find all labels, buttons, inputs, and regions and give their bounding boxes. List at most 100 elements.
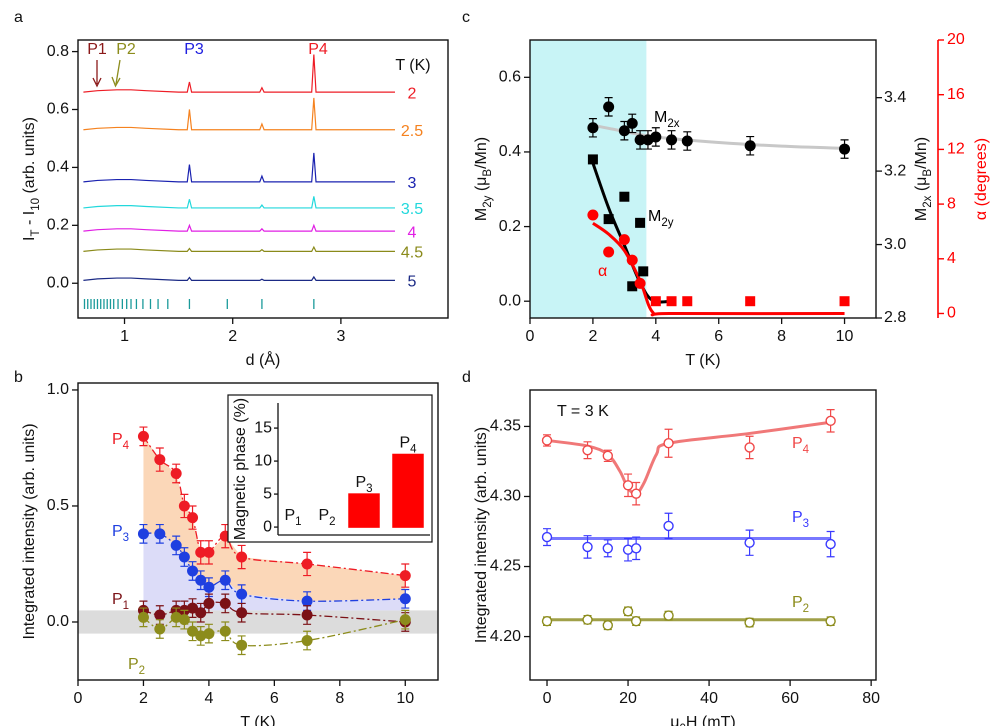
label-part: I bbox=[21, 237, 38, 241]
label-part: Integrated intensity (arb. units) bbox=[21, 423, 38, 639]
label-part: /Mn) bbox=[473, 137, 490, 169]
series-line bbox=[143, 601, 406, 623]
annotation: P2 bbox=[116, 41, 136, 58]
marker bbox=[650, 296, 661, 307]
marker bbox=[663, 520, 674, 532]
label-part: d (Å) bbox=[246, 350, 281, 369]
marker bbox=[187, 512, 199, 524]
panel-label: c bbox=[462, 9, 470, 26]
x-tick-label: 80 bbox=[862, 690, 880, 707]
x-tick-label: 20 bbox=[619, 690, 637, 707]
marker bbox=[603, 246, 615, 258]
y-tick-label: 0.0 bbox=[499, 292, 521, 309]
marker bbox=[399, 570, 411, 582]
plot-frame bbox=[77, 39, 449, 319]
marker bbox=[541, 435, 553, 446]
marker bbox=[203, 581, 215, 593]
y-axis-label: Integrated intensity (arb. units) bbox=[21, 423, 38, 639]
y-tick-label: 15 bbox=[254, 419, 272, 436]
marker bbox=[627, 281, 638, 292]
marker bbox=[187, 565, 199, 577]
marker bbox=[587, 122, 599, 134]
marker bbox=[154, 454, 166, 466]
marker bbox=[137, 528, 149, 540]
label-part: T (K) bbox=[685, 352, 720, 369]
annotation: P1 bbox=[87, 41, 107, 58]
y-tick-label: 4.25 bbox=[490, 558, 521, 575]
marker bbox=[170, 467, 182, 479]
spectrum bbox=[83, 223, 395, 232]
x-tick-label: 40 bbox=[700, 690, 718, 707]
y2-tick-label: 3.0 bbox=[884, 236, 906, 253]
y-tick-label: 4.20 bbox=[490, 628, 521, 645]
marker bbox=[301, 635, 313, 647]
marker bbox=[603, 101, 615, 113]
y-tick-label: 0.6 bbox=[499, 69, 521, 86]
marker bbox=[219, 574, 231, 586]
marker bbox=[825, 538, 836, 550]
y-tick-label: 10 bbox=[254, 452, 272, 469]
marker bbox=[154, 623, 166, 635]
y3-tick-label: 0 bbox=[947, 305, 956, 322]
x-tick-label: 2 bbox=[139, 690, 148, 707]
marker bbox=[602, 620, 613, 631]
marker bbox=[582, 541, 593, 553]
marker bbox=[839, 143, 851, 155]
y-axis-label: M2y (μB/Mn) bbox=[473, 137, 494, 221]
spectrum bbox=[83, 152, 395, 183]
marker bbox=[219, 625, 231, 637]
series-label: P4 bbox=[112, 431, 130, 452]
x-tick-label: 4 bbox=[651, 328, 660, 345]
marker bbox=[619, 191, 630, 202]
x-tick-label: 4 bbox=[204, 690, 213, 707]
y3-tick-label: 8 bbox=[947, 195, 956, 212]
marker bbox=[603, 214, 614, 225]
marker bbox=[666, 134, 678, 146]
marker bbox=[825, 615, 836, 627]
y-tick-label: 0.2 bbox=[47, 217, 69, 234]
y-tick-label: 0.0 bbox=[47, 613, 69, 630]
label-part: Integrated intensity (arb. units) bbox=[473, 427, 490, 643]
bar-label: P2 bbox=[318, 507, 335, 528]
spectrum bbox=[83, 245, 395, 252]
marker bbox=[622, 480, 634, 491]
bar-label: P3 bbox=[355, 474, 372, 495]
marker bbox=[587, 154, 598, 165]
legend-title: T (K) bbox=[395, 57, 430, 74]
arrow bbox=[111, 59, 121, 88]
label-part: M bbox=[913, 208, 930, 221]
marker bbox=[154, 528, 166, 540]
plot-frame bbox=[529, 39, 877, 319]
marker bbox=[630, 615, 642, 627]
label-part: (μ bbox=[913, 177, 930, 196]
y2-axis-label: M2x (μB/Mn) bbox=[913, 137, 934, 221]
series-label: P4 bbox=[792, 435, 810, 456]
marker bbox=[744, 537, 755, 548]
label-part: B bbox=[922, 169, 934, 177]
spectrum bbox=[83, 196, 395, 209]
label-part: μ bbox=[670, 714, 679, 726]
label-part: 2x bbox=[922, 195, 934, 207]
y3-tick-label: 16 bbox=[947, 86, 965, 103]
y2-tick-label: 2.8 bbox=[884, 309, 906, 326]
annotation: P3 bbox=[184, 41, 204, 58]
marker bbox=[587, 209, 599, 221]
marker bbox=[154, 609, 166, 621]
label-part: H (mT) bbox=[686, 714, 736, 726]
marker bbox=[650, 131, 662, 143]
marker bbox=[630, 543, 642, 554]
panel-label: a bbox=[14, 9, 23, 26]
bar bbox=[348, 493, 380, 528]
label-part: 0 bbox=[680, 723, 686, 726]
marker bbox=[195, 546, 207, 558]
x-axis-label: T (K) bbox=[240, 714, 275, 726]
y-tick-label: 0.2 bbox=[499, 218, 521, 235]
series-label: P3 bbox=[112, 523, 129, 544]
marker bbox=[618, 125, 630, 137]
y-tick-label: 0.0 bbox=[47, 274, 69, 291]
series-label: 5 bbox=[408, 274, 417, 291]
marker bbox=[618, 234, 630, 246]
spectrum bbox=[83, 97, 395, 131]
